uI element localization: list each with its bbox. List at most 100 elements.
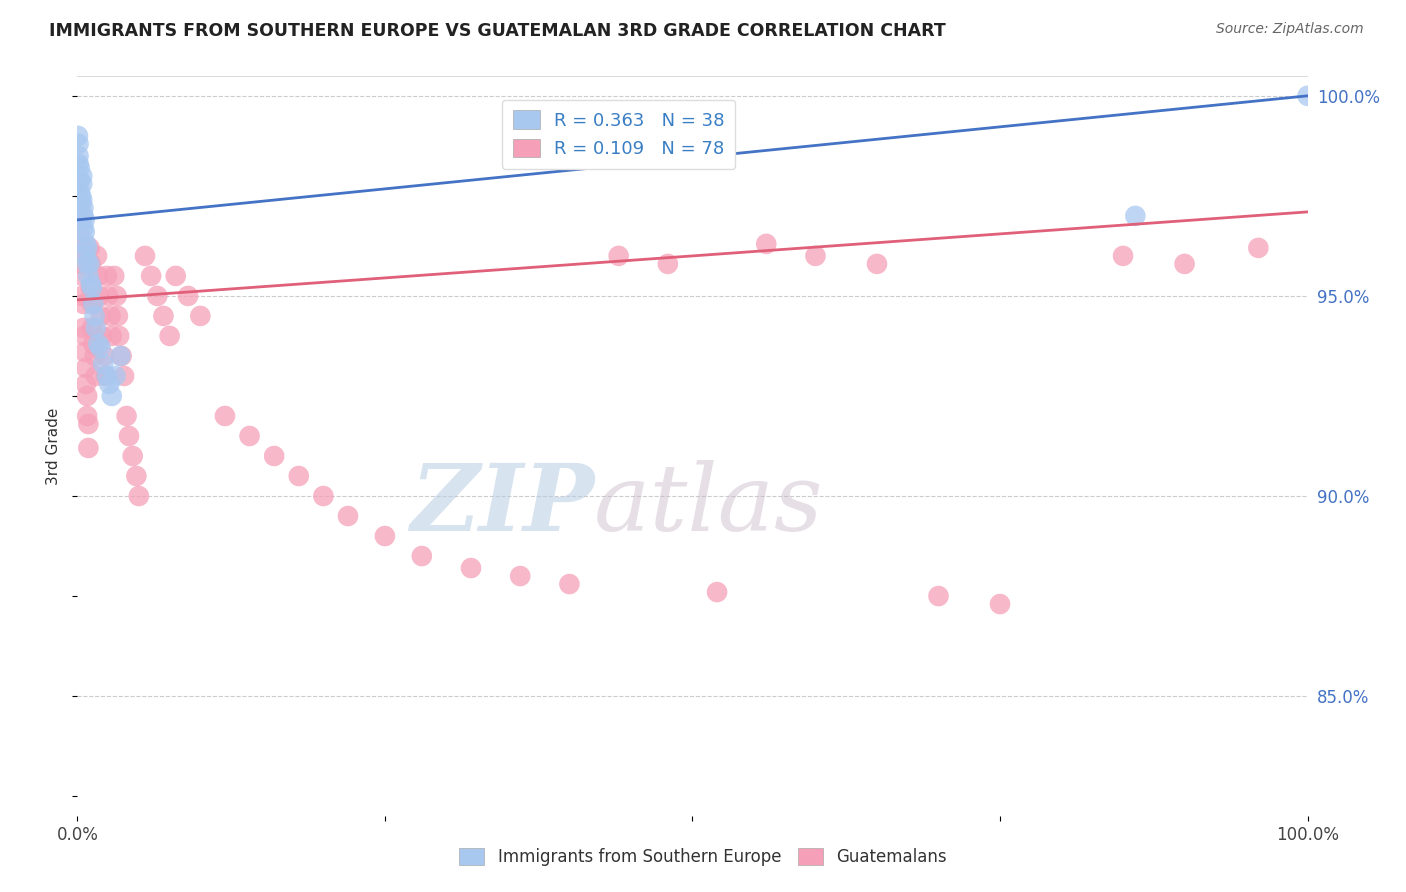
Point [165,268,187,283]
Point [75,236,97,251]
Point [83,349,105,363]
Point [312,489,335,503]
Point [1174,257,1197,271]
Point [90,329,114,343]
Point [141,268,163,283]
Point [188,309,212,323]
Point [73,225,96,239]
Point [411,549,433,563]
Point [214,409,236,423]
Text: atlas: atlas [595,460,824,550]
Point [105,289,128,303]
Point [70,241,93,255]
Point [69,161,91,175]
Point [69,173,91,187]
Point [128,489,150,503]
Point [101,329,124,343]
Point [70,193,93,207]
Point [70,257,93,271]
Point [239,429,262,443]
Point [928,589,950,603]
Point [79,241,101,255]
Point [80,277,103,291]
Point [66,128,89,143]
Point [91,357,114,371]
Point [111,349,132,363]
Point [76,389,98,403]
Point [115,409,138,423]
Point [177,289,200,303]
Point [80,281,103,295]
Point [607,249,630,263]
Point [70,268,93,283]
Point [79,257,101,271]
Point [288,469,311,483]
Point [73,213,96,227]
Point [82,321,104,335]
Point [72,201,94,215]
Point [84,368,107,383]
Point [83,309,105,323]
Point [86,249,108,263]
Point [82,297,104,311]
Point [67,149,90,163]
Point [159,329,181,343]
Point [82,281,104,295]
Point [101,389,124,403]
Point [75,376,97,391]
Point [77,268,100,283]
Point [80,257,103,271]
Point [96,268,118,283]
Point [75,361,97,376]
Text: Source: ZipAtlas.com: Source: ZipAtlas.com [1216,22,1364,37]
Point [104,368,127,383]
Point [98,376,121,391]
Point [67,201,90,215]
Text: IMMIGRANTS FROM SOUTHERN EUROPE VS GUATEMALAN 3RD GRADE CORRELATION CHART: IMMIGRANTS FROM SOUTHERN EUROPE VS GUATE… [49,22,946,40]
Point [69,228,91,243]
Point [72,321,94,335]
Point [103,268,125,283]
Point [134,249,156,263]
Point [67,157,90,171]
Point [77,417,100,431]
Point [76,257,98,271]
Point [87,337,110,351]
Point [67,136,90,151]
Point [804,249,827,263]
Point [1112,249,1135,263]
Point [152,309,174,323]
Point [70,197,93,211]
Point [97,289,120,303]
Point [72,297,94,311]
Point [94,368,117,383]
Point [76,409,98,423]
Point [558,577,581,591]
Point [77,441,100,455]
Point [146,289,169,303]
Point [460,561,482,575]
Point [72,220,94,235]
Point [70,189,93,203]
Point [73,329,96,343]
Point [96,368,118,383]
Text: ZIP: ZIP [409,460,595,550]
Point [90,341,112,355]
Point [112,368,135,383]
Point [337,509,360,524]
Legend: R = 0.363   N = 38, R = 0.109   N = 78: R = 0.363 N = 38, R = 0.109 N = 78 [502,100,735,169]
Point [509,569,531,583]
Point [107,309,129,323]
Point [84,321,107,335]
Point [866,257,889,271]
Point [87,268,110,283]
Point [263,449,285,463]
Point [70,169,93,183]
Point [706,585,728,599]
Y-axis label: 3rd Grade: 3rd Grade [46,408,62,484]
Point [125,469,148,483]
Point [110,349,132,363]
Point [121,449,143,463]
Point [374,529,396,543]
Point [108,329,131,343]
